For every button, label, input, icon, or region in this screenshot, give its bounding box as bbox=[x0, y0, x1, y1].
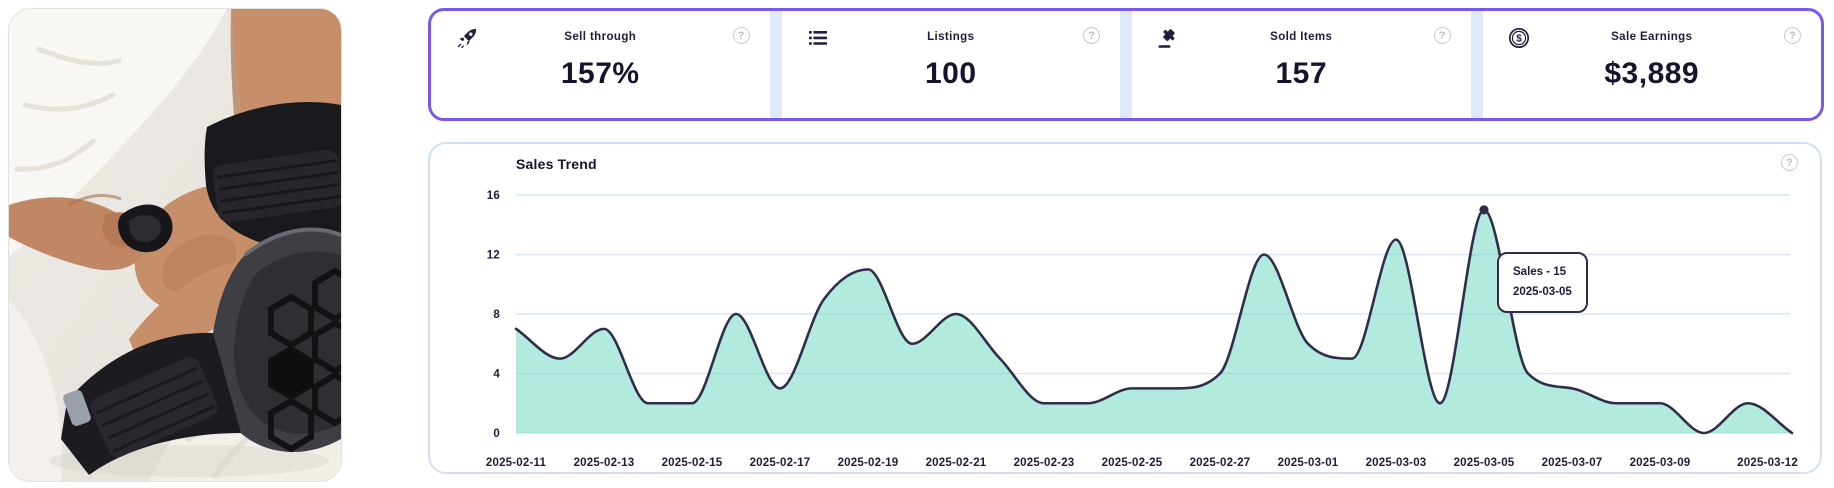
svg-text:2025-02-21: 2025-02-21 bbox=[926, 457, 987, 469]
svg-text:$: $ bbox=[1516, 34, 1522, 45]
svg-text:0: 0 bbox=[493, 428, 500, 440]
stat-value: 157% bbox=[560, 57, 640, 90]
svg-text:8: 8 bbox=[493, 309, 500, 321]
stat-card-sale-earnings[interactable]: $ Sale Earnings ? $3,889 bbox=[1482, 11, 1821, 118]
svg-text:2025-03-03: 2025-03-03 bbox=[1366, 457, 1427, 469]
svg-text:2025-03-01: 2025-03-01 bbox=[1278, 457, 1339, 469]
svg-text:2025-02-13: 2025-02-13 bbox=[574, 457, 635, 469]
svg-text:2025-03-12: 2025-03-12 bbox=[1737, 457, 1798, 469]
stat-value: $3,889 bbox=[1604, 57, 1700, 90]
sales-trend-plot[interactable]: 0 4 8 12 16 2025-02-11 2025-02-13 2025-02-15 202… bbox=[430, 144, 1820, 472]
elbow-pad-illustration bbox=[9, 9, 341, 481]
help-icon[interactable]: ? bbox=[1083, 27, 1100, 44]
stat-label: Sell through bbox=[564, 31, 637, 43]
stat-label: Sold Items bbox=[1270, 31, 1333, 43]
svg-text:2025-02-19: 2025-02-19 bbox=[838, 457, 899, 469]
svg-text:2025-02-15: 2025-02-15 bbox=[662, 457, 723, 469]
gavel-icon bbox=[1156, 26, 1180, 50]
svg-text:2025-02-11: 2025-02-11 bbox=[486, 457, 547, 469]
stat-value: 157 bbox=[1275, 57, 1328, 90]
dollar-coin-icon: $ bbox=[1507, 26, 1531, 50]
svg-text:4: 4 bbox=[493, 369, 500, 381]
help-icon[interactable]: ? bbox=[1784, 27, 1801, 44]
stat-label: Sale Earnings bbox=[1611, 31, 1693, 43]
list-icon bbox=[806, 26, 830, 50]
stat-label: Listings bbox=[927, 31, 975, 43]
help-icon[interactable]: ? bbox=[1781, 154, 1798, 171]
stat-value: 100 bbox=[924, 57, 977, 90]
svg-text:2025-02-17: 2025-02-17 bbox=[750, 457, 811, 469]
chart-title: Sales Trend bbox=[516, 156, 597, 172]
stat-card-listings[interactable]: Listings ? 100 bbox=[781, 11, 1120, 118]
svg-text:2025-03-05: 2025-03-05 bbox=[1454, 457, 1515, 469]
svg-text:16: 16 bbox=[487, 190, 500, 202]
stats-bar: Sell through ? 157% Listings ? 100 Sol bbox=[428, 8, 1824, 121]
help-icon[interactable]: ? bbox=[732, 27, 750, 44]
product-photo bbox=[8, 8, 342, 482]
svg-text:2025-02-27: 2025-02-27 bbox=[1190, 457, 1251, 469]
svg-text:2025-02-23: 2025-02-23 bbox=[1014, 457, 1075, 469]
svg-text:2025-03-09: 2025-03-09 bbox=[1630, 457, 1691, 469]
svg-text:2025-03-07: 2025-03-07 bbox=[1542, 457, 1603, 469]
svg-text:12: 12 bbox=[487, 250, 500, 262]
svg-text:2025-02-25: 2025-02-25 bbox=[1102, 457, 1163, 469]
stat-card-sold-items[interactable]: Sold Items ? 157 bbox=[1132, 11, 1471, 118]
help-icon[interactable]: ? bbox=[1433, 27, 1451, 44]
sales-trend-panel: Sales Trend ? 0 4 8 12 16 2025-02-11 2025-02-1… bbox=[428, 142, 1822, 474]
rocket-icon bbox=[455, 26, 479, 50]
stat-card-sell-through[interactable]: Sell through ? 157% bbox=[431, 11, 770, 118]
